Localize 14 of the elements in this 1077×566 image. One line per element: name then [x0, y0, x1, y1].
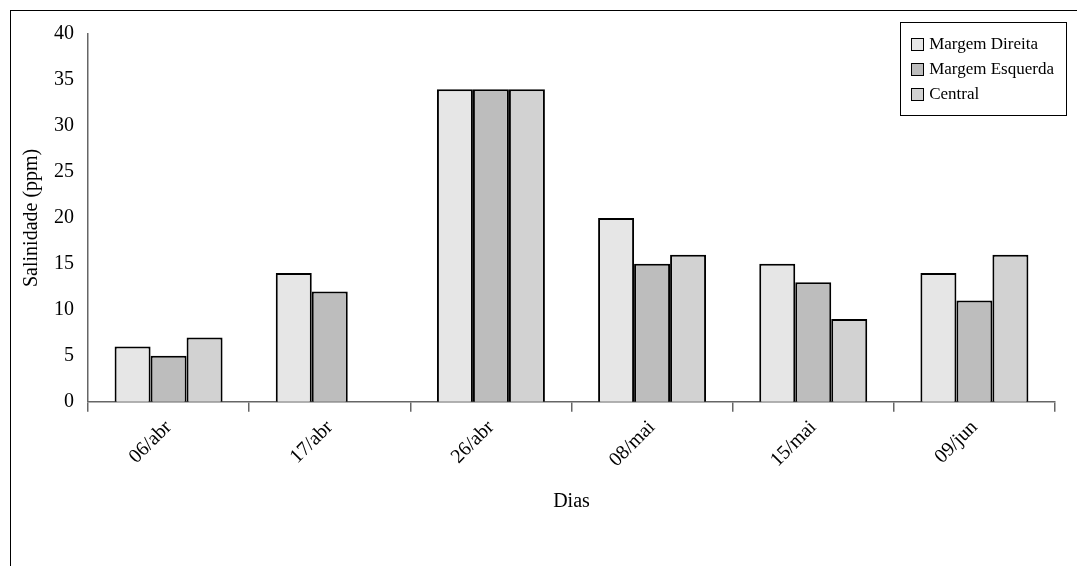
x-axis-title: Dias — [553, 489, 591, 512]
y-tick-label: 10 — [54, 297, 74, 320]
y-tick-label: 25 — [54, 159, 74, 182]
y-tick-label: 15 — [54, 251, 74, 274]
legend-label: Central — [929, 84, 980, 104]
y-axis-title: Salinidade (ppm) — [19, 148, 43, 288]
y-tick-label: 30 — [54, 113, 74, 136]
y-tick-label: 40 — [54, 21, 74, 44]
legend-label: Margem Direita — [929, 34, 1038, 54]
y-tick-label: 5 — [64, 343, 74, 366]
y-tick-label: 20 — [54, 205, 74, 228]
y-tick-label: 35 — [54, 67, 74, 90]
y-tick-label: 0 — [64, 389, 74, 411]
legend-label: Margem Esquerda — [929, 59, 1054, 79]
